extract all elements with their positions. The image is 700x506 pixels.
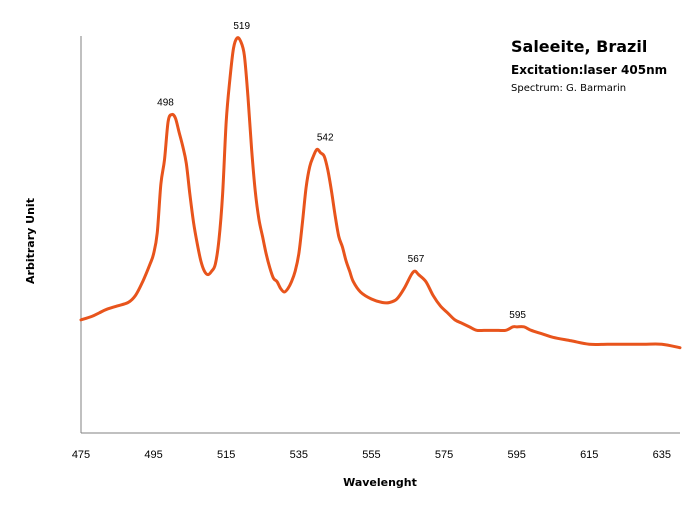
peak-label: 542	[317, 132, 334, 143]
peak-label: 567	[408, 254, 425, 265]
x-tick-label: 575	[435, 449, 453, 461]
x-tick-label: 515	[217, 449, 235, 461]
spectrum-line	[79, 36, 682, 350]
x-tick-label: 595	[507, 449, 525, 461]
chart-credit: Spectrum: G. Barmarin	[511, 83, 626, 94]
chart-title: Saleeite, Brazil	[511, 37, 647, 56]
x-axis-title: Wavelenght	[343, 476, 417, 489]
peak-label: 519	[233, 21, 250, 32]
x-tick-labels: 475 495 515 535 555 575 595 615 635	[72, 449, 671, 461]
peak-labels: 498 519 542 567 595	[157, 21, 526, 321]
x-tick-label: 555	[362, 449, 380, 461]
x-tick-label: 535	[290, 449, 308, 461]
x-tick-label: 475	[72, 449, 90, 461]
peak-label: 498	[157, 98, 174, 109]
x-tick-label: 635	[653, 449, 671, 461]
peak-label: 595	[509, 310, 526, 321]
x-tick-label: 615	[580, 449, 598, 461]
x-tick-label: 495	[144, 449, 162, 461]
y-axis-title: Arbitrary Unit	[24, 198, 37, 284]
series-layer	[79, 36, 682, 350]
chart-subtitle: Excitation:laser 405nm	[511, 63, 667, 77]
